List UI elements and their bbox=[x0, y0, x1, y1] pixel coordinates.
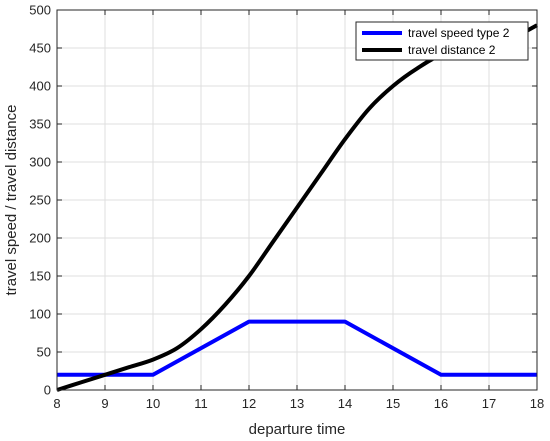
legend: travel speed type 2 travel distance 2 bbox=[355, 21, 529, 61]
y-tick-label: 450 bbox=[29, 41, 51, 56]
x-tick-label: 17 bbox=[482, 396, 496, 411]
x-axis-ticks: 8 9 10 11 12 13 14 15 16 17 18 bbox=[53, 10, 544, 411]
x-tick-label: 9 bbox=[101, 396, 108, 411]
x-tick-label: 15 bbox=[386, 396, 400, 411]
x-tick-label: 11 bbox=[194, 396, 208, 411]
x-tick-label: 18 bbox=[530, 396, 544, 411]
y-tick-label: 400 bbox=[29, 79, 51, 94]
x-tick-label: 8 bbox=[53, 396, 60, 411]
y-tick-label: 250 bbox=[29, 193, 51, 208]
y-tick-label: 300 bbox=[29, 155, 51, 170]
y-tick-label: 500 bbox=[29, 3, 51, 18]
series-line-speed bbox=[57, 319, 537, 377]
y-tick-label: 100 bbox=[29, 307, 51, 322]
legend-entry-label: travel speed type 2 bbox=[408, 26, 510, 40]
x-tick-label: 13 bbox=[290, 396, 304, 411]
x-tick-label: 10 bbox=[146, 396, 160, 411]
y-tick-label: 150 bbox=[29, 269, 51, 284]
grid-lines bbox=[57, 10, 537, 390]
y-tick-label: 200 bbox=[29, 231, 51, 246]
y-tick-label: 50 bbox=[37, 345, 51, 360]
x-tick-label: 12 bbox=[242, 396, 256, 411]
x-tick-label: 16 bbox=[434, 396, 448, 411]
y-axis-ticks: 0 50 100 150 200 250 300 350 400 450 500 bbox=[29, 3, 537, 398]
y-tick-label: 0 bbox=[44, 383, 51, 398]
legend-box bbox=[355, 21, 529, 61]
x-tick-label: 14 bbox=[338, 396, 352, 411]
x-axis-label: departure time bbox=[249, 421, 346, 438]
y-tick-label: 350 bbox=[29, 117, 51, 132]
legend-entry-label: travel distance 2 bbox=[408, 43, 496, 57]
y-axis-label: travel speed / travel distance bbox=[3, 105, 20, 296]
